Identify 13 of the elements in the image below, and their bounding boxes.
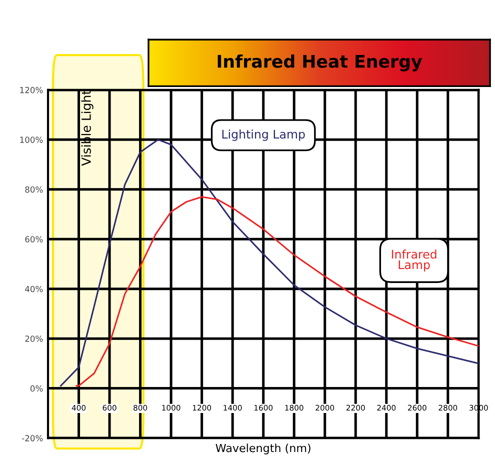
y-tick-label: 100% (20, 136, 43, 143)
text: Lighting Lamp (222, 129, 305, 141)
y-tick-label: 80% (25, 186, 43, 193)
y-tick-label: 0% (30, 385, 43, 392)
y-tick-label: 120% (20, 86, 43, 94)
y-tick-label: 40% (25, 286, 43, 292)
x-axis-title: Wavelength (nm) (216, 444, 310, 454)
y-tick-label: 60% (25, 236, 43, 242)
line-series (76, 196, 479, 387)
y-tick-label: -20% (22, 435, 43, 442)
y-tick-label: 20% (25, 336, 43, 342)
text: Infrared Lamp (392, 250, 436, 272)
chart-title: Infrared Heat Energy (218, 54, 422, 72)
